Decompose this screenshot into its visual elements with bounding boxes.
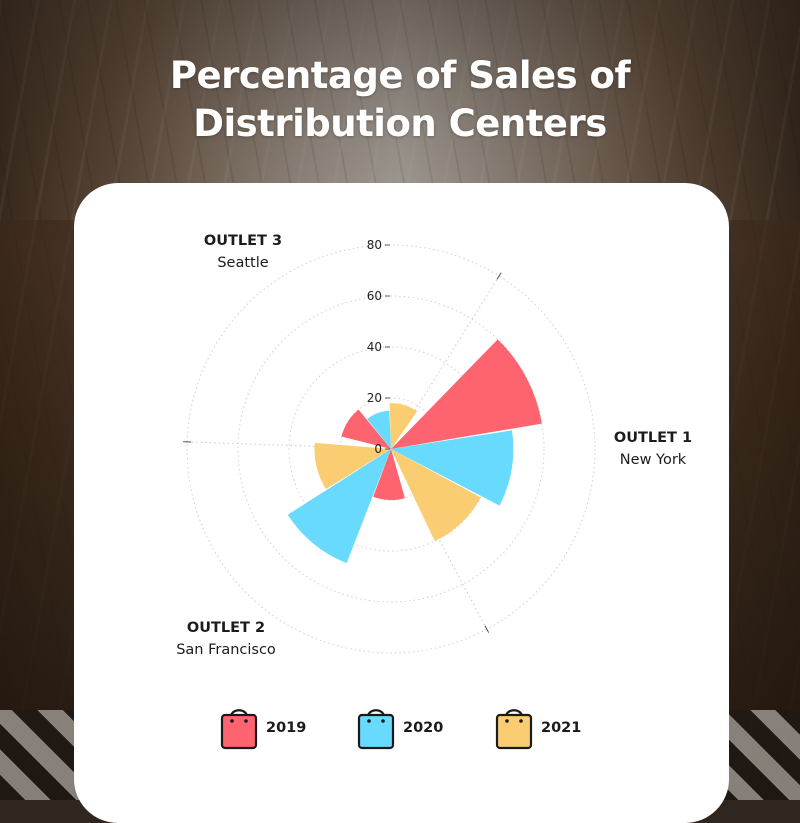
outlet-3-city: Seattle — [190, 252, 296, 274]
outlet-3-label: OUTLET 3 Seattle — [190, 230, 296, 274]
radial-tick-label-60: 60 — [367, 289, 382, 303]
legend-label-2020: 2020 — [403, 720, 443, 736]
chart-legend: 2019 2020 2021 — [0, 703, 800, 753]
bar-outlet-1-2019 — [391, 339, 542, 449]
outlet-1-city: New York — [600, 449, 706, 471]
radial-tick-label-20: 20 — [367, 391, 382, 405]
polar-bar-chart: 0 20 40 60 80 — [0, 0, 800, 800]
chart-bars — [288, 339, 542, 563]
legend-item-2019: 2019 — [219, 703, 306, 753]
shopping-bag-icon — [494, 705, 534, 751]
radial-tick-label-40: 40 — [367, 340, 382, 354]
outlet-1-name: OUTLET 1 — [600, 427, 706, 449]
legend-item-2021: 2021 — [494, 703, 581, 753]
legend-swatch-2019 — [222, 715, 256, 748]
category-axis-tick-1 — [497, 273, 501, 280]
outlet-1-label: OUTLET 1 New York — [600, 427, 706, 471]
legend-label-2019: 2019 — [266, 720, 306, 736]
legend-label-2021: 2021 — [541, 720, 581, 736]
outlet-3-name: OUTLET 3 — [190, 230, 296, 252]
outlet-2-label: OUTLET 2 San Francisco — [158, 617, 294, 661]
outlet-2-city: San Francisco — [158, 639, 294, 661]
legend-swatch-2020 — [359, 715, 393, 748]
category-axis-tick-2 — [485, 626, 489, 633]
outlet-2-name: OUTLET 2 — [158, 617, 294, 639]
shopping-bag-icon — [219, 705, 259, 751]
legend-swatch-2021 — [497, 715, 531, 748]
legend-item-2020: 2020 — [356, 703, 443, 753]
radial-tick-label-0: 0 — [374, 442, 382, 456]
radial-tick-label-80: 80 — [367, 238, 382, 252]
shopping-bag-icon — [356, 705, 396, 751]
